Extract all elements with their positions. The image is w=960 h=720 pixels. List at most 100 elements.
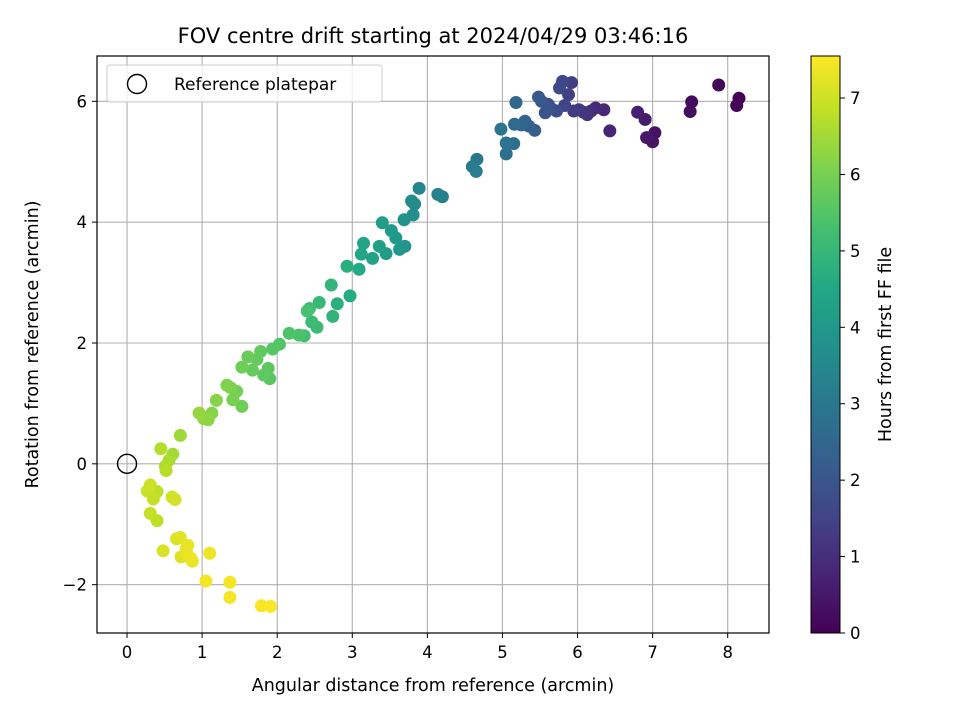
legend-marker-reference (126, 73, 148, 95)
colorbar-tick-label: 4 (850, 318, 861, 337)
scatter-point (324, 278, 338, 292)
colorbar-tick-label: 3 (850, 395, 861, 414)
scatter-point (631, 105, 645, 119)
scatter-point (469, 164, 483, 178)
y-tick-label: −2 (63, 576, 87, 595)
scatter-point (499, 136, 513, 150)
x-axis-ticks: 0 1 2 3 4 5 6 7 8 (122, 633, 733, 662)
y-axis-label: Rotation from reference (arcmin) (23, 201, 43, 489)
scatter-point (553, 81, 567, 95)
y-axis-ticks: −2 0 2 4 6 (63, 92, 97, 595)
scatter-point (340, 259, 354, 273)
scatter-point (683, 105, 697, 119)
scatter-point (538, 106, 552, 120)
scatter-point (393, 242, 407, 256)
scatter-point (730, 99, 744, 113)
scatter-point (343, 289, 357, 303)
scatter-point (292, 328, 306, 342)
scatter-point (223, 575, 237, 589)
scatter-point (375, 216, 389, 230)
y-tick-label: 4 (77, 213, 88, 232)
x-axis-label: Angular distance from reference (arcmin) (252, 676, 615, 696)
scatter-point (156, 544, 170, 558)
scatter-point (372, 239, 386, 253)
legend-box (106, 64, 383, 103)
scatter-point (143, 506, 157, 520)
scatter-point (330, 297, 344, 311)
scatter-point (257, 368, 271, 382)
colorbar-gradient (810, 55, 841, 634)
legend-label-reference: Reference platepar (174, 75, 336, 95)
colorbar-tick-label: 1 (850, 548, 861, 567)
colorbar-label: Hours from first FF file (876, 247, 896, 442)
scatter-point (168, 492, 182, 506)
scatter-point (431, 187, 445, 201)
scatter-point (185, 554, 199, 568)
x-tick-label: 5 (497, 643, 508, 662)
scatter-point (354, 247, 368, 261)
scatter-points (116, 74, 746, 613)
scatter-point (245, 363, 259, 377)
x-tick-label: 2 (272, 643, 283, 662)
x-tick-label: 1 (197, 643, 208, 662)
x-tick-label: 0 (122, 643, 133, 662)
plot-area-frame (96, 55, 770, 634)
x-tick-label: 6 (572, 643, 583, 662)
colorbar-ticks: 0 1 2 3 4 5 6 7 (840, 89, 861, 643)
scatter-point (366, 251, 380, 265)
scatter-point (531, 90, 545, 104)
scatter-point (640, 131, 654, 145)
scatter-point (685, 95, 699, 109)
x-tick-label: 3 (347, 643, 358, 662)
colorbar-tick-label: 7 (850, 89, 861, 108)
x-tick-label: 4 (422, 643, 433, 662)
scatter-point (220, 378, 234, 392)
chart-title: FOV centre drift starting at 2024/04/29 … (178, 24, 689, 48)
scatter-point (357, 236, 371, 250)
scatter-point (203, 546, 217, 560)
scatter-point (241, 350, 255, 364)
scatter-point (263, 599, 277, 613)
y-tick-label: 2 (77, 334, 88, 353)
scatter-point (397, 213, 411, 227)
y-tick-label: 0 (77, 455, 88, 474)
scatter-point (282, 326, 296, 340)
scatter-point (509, 96, 523, 110)
scatter-point (562, 88, 576, 102)
scatter-point (305, 315, 319, 329)
scatter-point (507, 117, 521, 131)
colorbar-tick-label: 2 (850, 471, 861, 490)
reference-platepar-marker (116, 453, 138, 475)
scatter-point (266, 342, 280, 356)
x-tick-label: 8 (722, 643, 733, 662)
scatter-point (173, 428, 187, 442)
grid-lines (97, 56, 769, 633)
scatter-point (154, 442, 168, 456)
scatter-point (235, 360, 249, 374)
scatter-point (326, 309, 340, 323)
scatter-point (143, 478, 157, 492)
colorbar-tick-label: 6 (850, 165, 861, 184)
scatter-point (235, 399, 249, 413)
scatter-point (192, 406, 206, 420)
scatter-point (209, 393, 223, 407)
y-tick-label: 6 (77, 92, 88, 111)
scatter-point (603, 124, 617, 138)
scatter-point (412, 181, 426, 195)
colorbar-tick-label: 0 (850, 624, 861, 643)
x-tick-label: 7 (647, 643, 658, 662)
scatter-point (712, 78, 726, 92)
scatter-point (199, 574, 213, 588)
scatter-point (494, 122, 508, 136)
colorbar: 0 1 2 3 4 5 6 7 Hours from first FF file (810, 55, 896, 643)
colorbar-tick-label: 5 (850, 242, 861, 261)
scatter-point (499, 147, 513, 161)
scatter-point (312, 296, 326, 310)
scatter-point (223, 590, 237, 604)
legend: Reference platepar (106, 64, 383, 103)
scatter-point (352, 262, 366, 276)
scatter-point (226, 393, 240, 407)
scatter-point (159, 463, 173, 477)
scatter-point (300, 304, 314, 318)
